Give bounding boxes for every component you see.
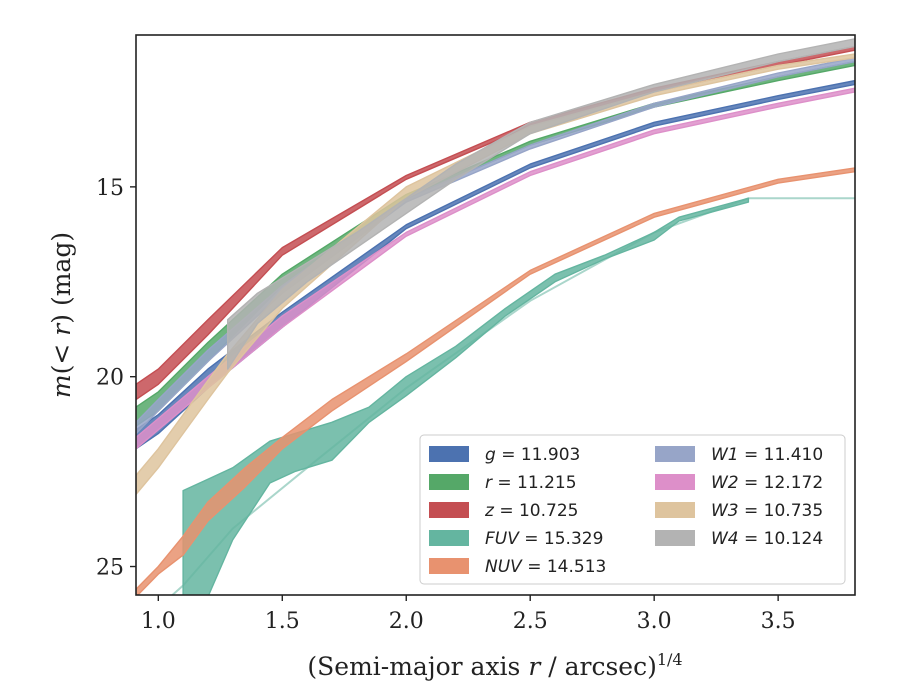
legend-box [419,434,846,585]
series-nuv-band [136,167,855,595]
legend-swatch-fuv [429,530,469,546]
legend-label-g: g = 11.903 [485,445,580,465]
legend-label-w4: W4 = 10.124 [711,529,823,549]
legend-swatch-w2 [655,474,695,490]
x-tick-label: 1.5 [265,609,300,634]
legend-swatch-g [429,446,469,462]
legend-label-nuv: NUV = 14.513 [485,557,606,577]
legend-swatch-nuv [429,558,469,574]
ticks-layer: 1.0 1.5 2.0 2.5 3.0 3.5 15 20 25 [96,176,796,634]
x-tick-label: 1.0 [141,609,176,634]
x-tick-label: 3.5 [761,609,796,634]
series-w4-band [227,38,855,370]
x-tick-label: 3.0 [637,609,672,634]
legend-swatch-r [429,474,469,490]
plot-frame [135,34,856,596]
x-axis-label: (Semi-major axis r / arcsec)1/4 [307,650,682,681]
legend-label-r: r = 11.215 [485,473,577,493]
legend-label-w3: W3 = 10.735 [711,501,823,521]
legend-swatch-w1 [655,446,695,462]
legend-swatch-w4 [655,530,695,546]
legend-label-w2: W2 = 12.172 [711,473,823,493]
y-tick-label: 25 [96,556,124,581]
legend-label-fuv: FUV = 15.329 [485,529,603,549]
series-fuv-band [182,197,750,595]
series-g-band [136,79,855,450]
legend-label-z: z = 10.725 [484,501,578,521]
y-axis-label: m(< r) (mag) [47,232,76,398]
series-z-band [136,45,855,401]
series-r-band [136,60,855,427]
y-tick-label: 20 [96,366,124,391]
series-w3-band [136,53,855,496]
legend: g = 11.903 r = 11.215 z = 10.725 FUV = 15.3… [419,434,846,585]
y-tick-label: 15 [96,176,124,201]
x-tick-label: 2.0 [389,609,424,634]
legend-swatch-z [429,502,469,518]
legend-label-w1: W1 = 11.410 [711,445,823,465]
legend-swatch-w3 [655,502,695,518]
series-layer [136,38,855,595]
series-w2-band [136,87,855,450]
x-tick-label: 2.5 [513,609,548,634]
